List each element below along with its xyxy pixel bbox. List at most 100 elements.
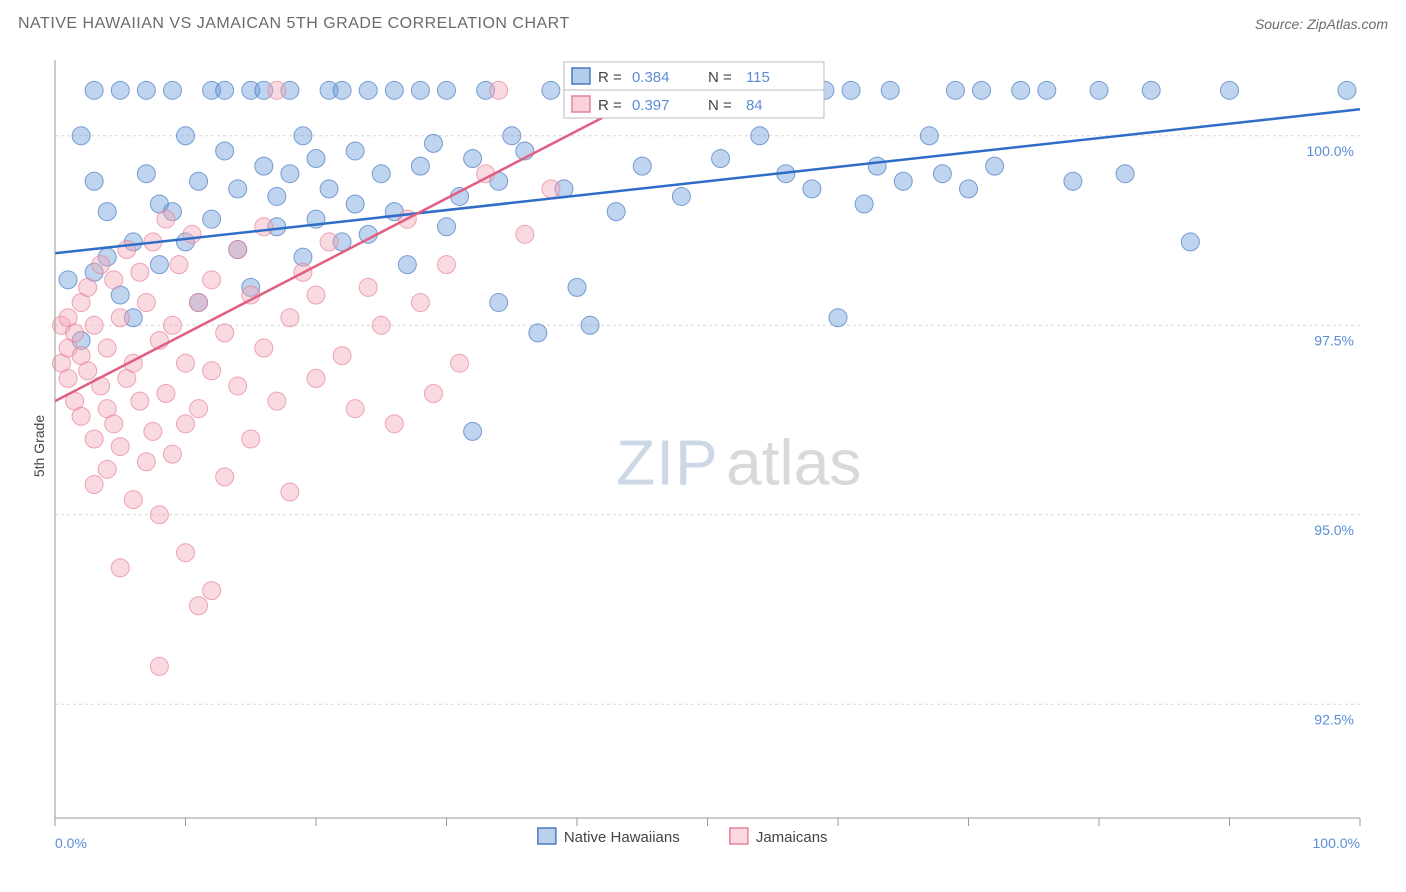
data-point (359, 278, 377, 296)
data-point (203, 362, 221, 380)
data-point (803, 180, 821, 198)
data-point (333, 81, 351, 99)
data-point (751, 127, 769, 145)
data-point (986, 157, 1004, 175)
data-point (490, 81, 508, 99)
legend-swatch (730, 828, 748, 844)
data-point (894, 172, 912, 190)
data-point (229, 241, 247, 259)
data-point (177, 354, 195, 372)
svg-text:atlas: atlas (726, 426, 861, 498)
data-point (124, 491, 142, 509)
data-point (411, 157, 429, 175)
chart-title: NATIVE HAWAIIAN VS JAMAICAN 5TH GRADE CO… (18, 15, 570, 33)
y-tick-label: 95.0% (1314, 522, 1354, 538)
data-point (131, 392, 149, 410)
data-point (881, 81, 899, 99)
data-point (203, 271, 221, 289)
data-point (411, 81, 429, 99)
data-point (960, 180, 978, 198)
data-point (163, 316, 181, 334)
data-point (137, 165, 155, 183)
trend-line (55, 109, 1360, 253)
data-point (307, 150, 325, 168)
data-point (1221, 81, 1239, 99)
data-point (118, 241, 136, 259)
data-point (320, 180, 338, 198)
data-point (1181, 233, 1199, 251)
stat-r-value: 0.384 (632, 69, 670, 86)
data-point (281, 309, 299, 327)
data-point (98, 339, 116, 357)
data-point (933, 165, 951, 183)
data-point (79, 278, 97, 296)
data-point (137, 453, 155, 471)
data-point (183, 225, 201, 243)
data-point (268, 392, 286, 410)
series-native-hawaiians (59, 81, 1356, 440)
x-tick-label: 0.0% (55, 835, 87, 851)
data-point (105, 415, 123, 433)
data-point (424, 385, 442, 403)
data-point (920, 127, 938, 145)
data-point (1038, 81, 1056, 99)
data-point (281, 165, 299, 183)
data-point (516, 225, 534, 243)
legend-label: Jamaicans (756, 829, 828, 846)
data-point (163, 445, 181, 463)
legend-swatch (538, 828, 556, 844)
data-point (111, 559, 129, 577)
data-point (150, 256, 168, 274)
data-point (333, 347, 351, 365)
data-point (137, 81, 155, 99)
stat-swatch (572, 96, 590, 112)
data-point (438, 256, 456, 274)
data-point (190, 294, 208, 312)
data-point (157, 385, 175, 403)
data-point (973, 81, 991, 99)
data-point (1338, 81, 1356, 99)
data-point (157, 210, 175, 228)
data-point (66, 324, 84, 342)
chart-area: 92.5%95.0%97.5%100.0%ZIPatlas0.0%100.0%R… (0, 48, 1406, 892)
y-tick-label: 92.5% (1314, 711, 1354, 727)
data-point (203, 582, 221, 600)
data-point (385, 81, 403, 99)
data-point (294, 127, 312, 145)
data-point (424, 134, 442, 152)
data-point (216, 324, 234, 342)
data-point (79, 362, 97, 380)
data-point (131, 263, 149, 281)
data-point (229, 180, 247, 198)
data-point (85, 475, 103, 493)
data-point (216, 81, 234, 99)
data-point (163, 81, 181, 99)
data-point (111, 438, 129, 456)
data-point (307, 286, 325, 304)
data-point (111, 309, 129, 327)
data-point (268, 187, 286, 205)
data-point (346, 400, 364, 418)
data-point (216, 468, 234, 486)
data-point (372, 316, 390, 334)
y-tick-label: 97.5% (1314, 332, 1354, 348)
data-point (346, 195, 364, 213)
stat-r-value: 0.397 (632, 97, 670, 114)
y-tick-label: 100.0% (1307, 143, 1354, 159)
data-point (464, 150, 482, 168)
data-point (411, 294, 429, 312)
data-point (216, 142, 234, 160)
data-point (92, 256, 110, 274)
data-point (105, 271, 123, 289)
watermark: ZIPatlas (616, 426, 861, 498)
scatter-chart: 92.5%95.0%97.5%100.0%ZIPatlas0.0%100.0%R… (0, 48, 1406, 892)
data-point (190, 400, 208, 418)
data-point (842, 81, 860, 99)
data-point (59, 271, 77, 289)
data-point (712, 150, 730, 168)
x-tick-label: 100.0% (1313, 835, 1360, 851)
data-point (438, 218, 456, 236)
data-point (398, 256, 416, 274)
data-point (85, 430, 103, 448)
data-point (868, 157, 886, 175)
